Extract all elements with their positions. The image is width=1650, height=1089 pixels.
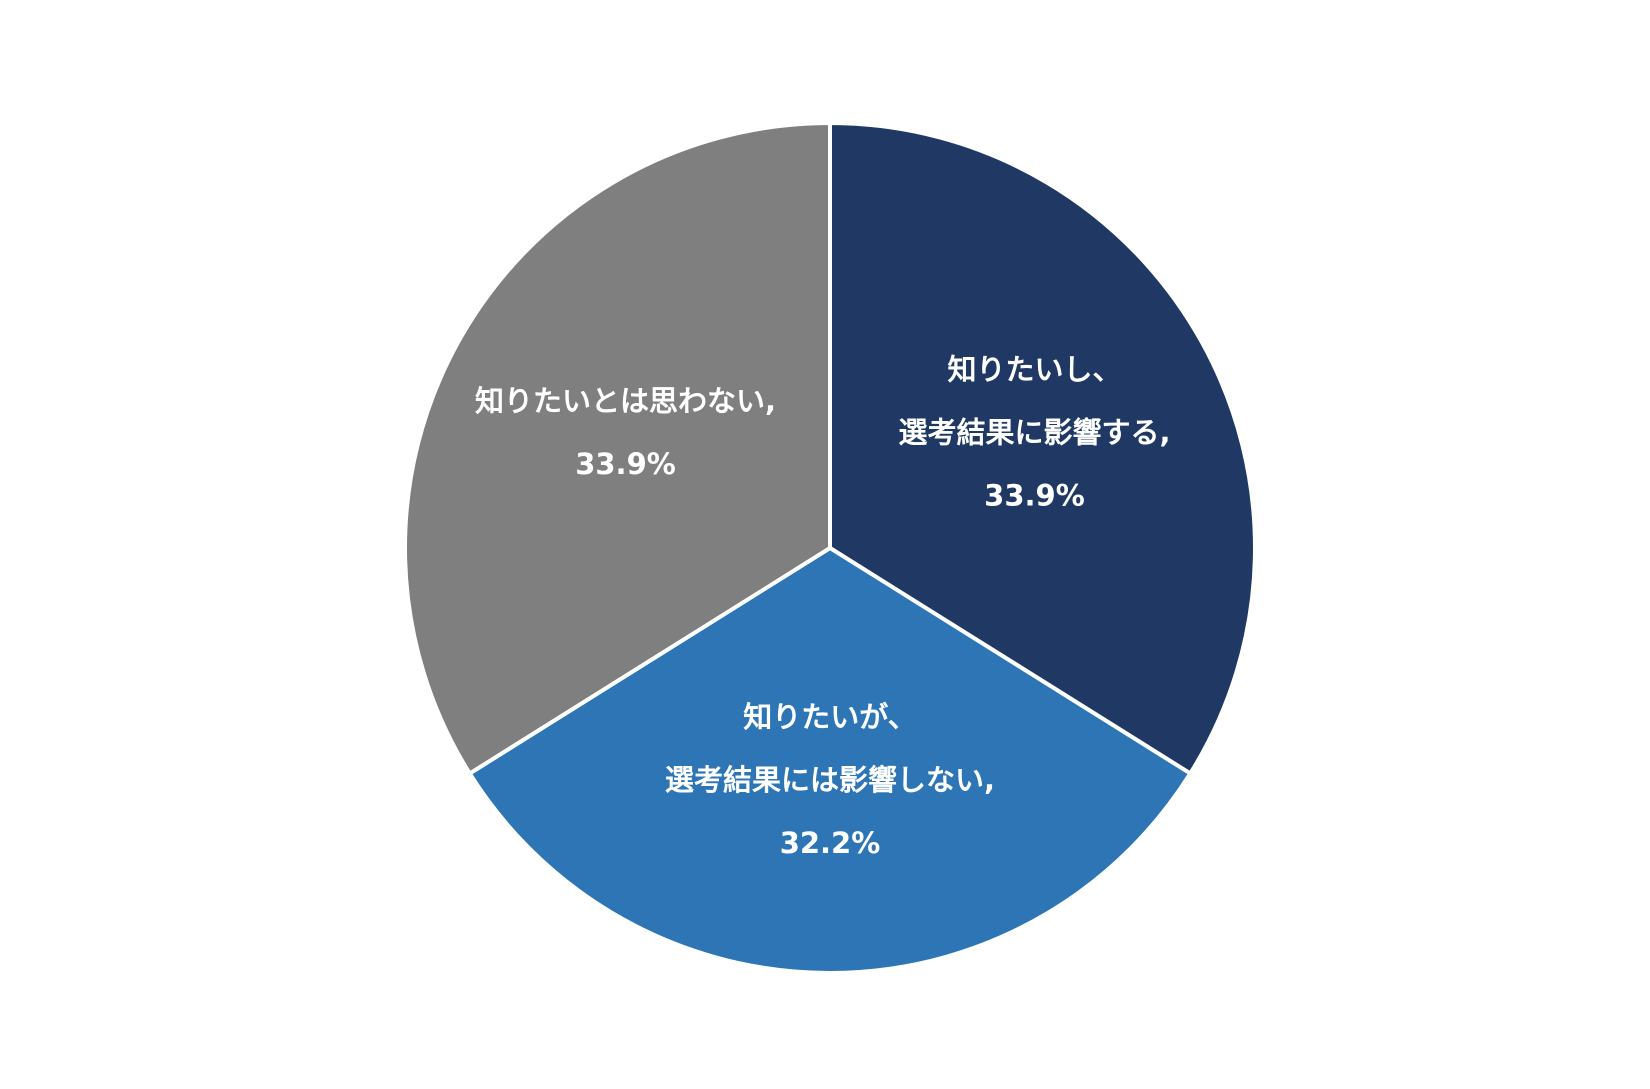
pie-slice [828,120,1257,777]
pie-slice [466,545,1194,975]
value-label: 33.9% [575,447,676,481]
slice-label: 選考結果には影響しない, [665,763,995,797]
value-label: 33.9% [984,479,1085,513]
value-label: 32.2% [780,826,881,860]
slice-label: 知りたいとは思わない, [475,384,776,418]
slice-label: 知りたいが、 [743,700,916,734]
slice-label: 選考結果に影響する, [898,416,1170,450]
pie-slice [403,120,832,777]
slice-label: 知りたいし、 [947,353,1121,387]
